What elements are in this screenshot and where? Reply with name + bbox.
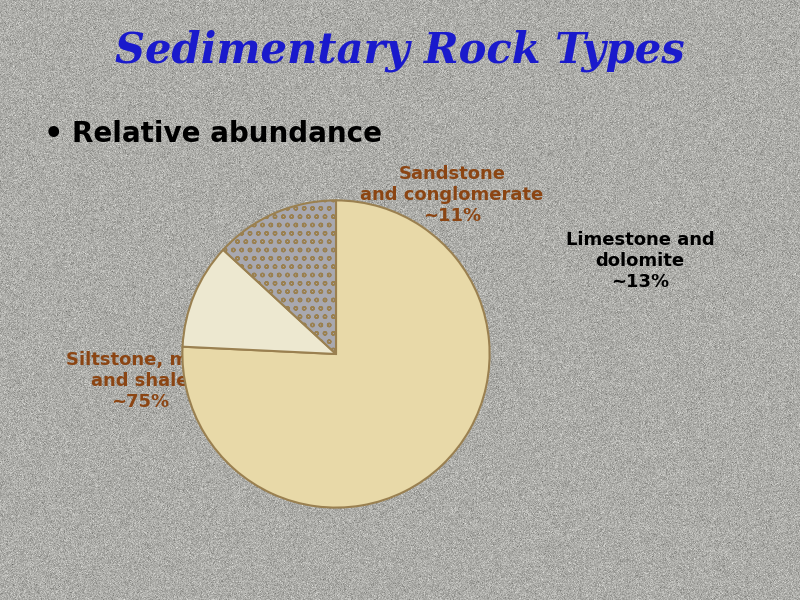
- Text: Siltstone, mud
and shale
~75%: Siltstone, mud and shale ~75%: [66, 351, 214, 411]
- Text: Sedimentary Rock Types: Sedimentary Rock Types: [115, 30, 685, 73]
- Text: Relative abundance: Relative abundance: [72, 120, 382, 148]
- Wedge shape: [182, 250, 336, 354]
- Wedge shape: [223, 200, 336, 354]
- Text: •: •: [44, 120, 63, 149]
- Text: Sandstone
and conglomerate
~11%: Sandstone and conglomerate ~11%: [360, 165, 544, 224]
- Wedge shape: [182, 200, 490, 508]
- Text: Limestone and
dolomite
~13%: Limestone and dolomite ~13%: [566, 231, 714, 291]
